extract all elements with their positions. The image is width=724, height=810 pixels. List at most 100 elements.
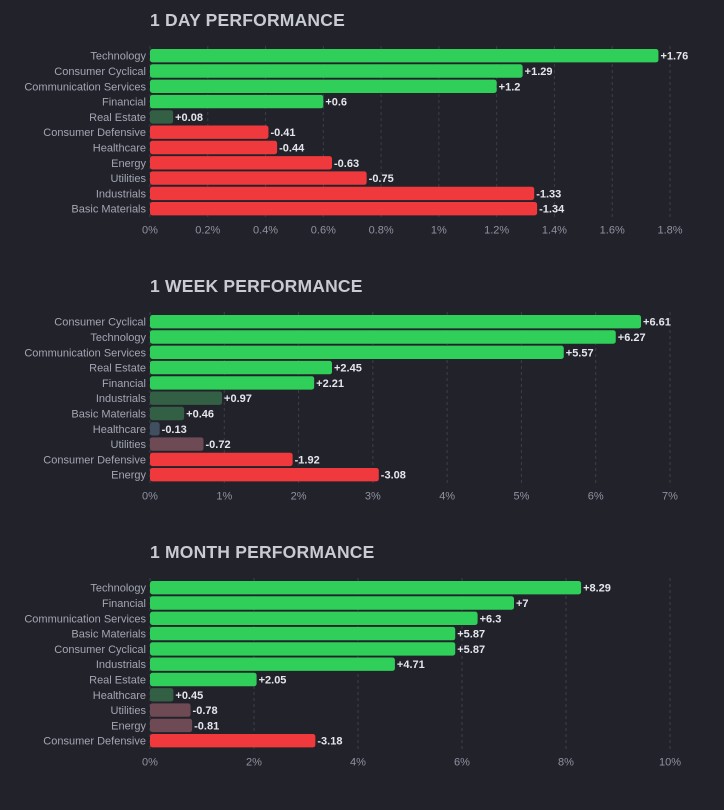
value-label: +7 — [516, 598, 529, 610]
value-label: -1.33 — [536, 188, 561, 200]
category-label: Energy — [111, 720, 146, 732]
x-tick-label: 4% — [439, 490, 455, 502]
category-label: Utilities — [111, 173, 147, 185]
category-label: Real Estate — [89, 363, 146, 375]
category-label: Consumer Defensive — [43, 127, 146, 139]
category-label: Basic Materials — [71, 409, 146, 421]
bar-chart-1-day: 0% 0.2% 0.4% 0.6% 0.8% 1% 1.2% 1.4% 1.6% 1.8% Tech… — [24, 46, 688, 236]
value-label: -0.13 — [162, 424, 187, 436]
x-tick-label: 10% — [659, 756, 681, 768]
value-label: +6.61 — [643, 317, 671, 329]
bar-consumer-defensive — [150, 125, 269, 139]
chart-title: 1 MONTH PERFORMANCE — [150, 542, 375, 562]
category-label: Industrials — [96, 393, 147, 405]
bar-chart-1-month: 0% 2% 4% 6% 8% 10% Technology +8.29 Financial +7 C… — [24, 578, 681, 768]
bar-communication-services — [150, 345, 564, 359]
value-label: +1.29 — [525, 66, 553, 78]
x-tick-label: 6% — [588, 490, 604, 502]
category-label: Utilities — [111, 439, 147, 451]
x-tick-label: 0.8% — [369, 224, 394, 236]
x-tick-label: 0.6% — [311, 224, 336, 236]
x-tick-label: 0% — [142, 756, 158, 768]
bar-industrials — [150, 391, 223, 405]
x-tick-label: 1.8% — [657, 224, 682, 236]
x-tick-label: 2% — [291, 490, 307, 502]
x-tick-label: 0.4% — [253, 224, 278, 236]
category-label: Healthcare — [93, 690, 146, 702]
value-label: -3.08 — [381, 470, 406, 482]
bar-basic-materials — [150, 202, 538, 216]
category-label: Technology — [90, 51, 146, 63]
value-label: +2.45 — [334, 363, 362, 375]
bar-technology — [150, 49, 659, 63]
value-label: -0.72 — [205, 439, 230, 451]
bar-financial — [150, 376, 315, 390]
category-label: Financial — [102, 97, 146, 109]
value-label: +2.05 — [259, 675, 287, 687]
x-tick-label: 6% — [454, 756, 470, 768]
x-tick-label: 0.2% — [195, 224, 220, 236]
category-label: Basic Materials — [71, 204, 146, 216]
value-label: -3.18 — [317, 736, 342, 748]
bar-energy — [150, 156, 332, 170]
value-label: +5.87 — [457, 629, 485, 641]
value-label: +0.08 — [175, 112, 203, 124]
value-label: +5.57 — [566, 347, 594, 359]
x-tick-label: 5% — [513, 490, 529, 502]
category-label: Energy — [111, 158, 146, 170]
bar-consumer-cyclical — [150, 64, 523, 78]
bar-financial — [150, 94, 324, 109]
category-label: Financial — [102, 378, 146, 390]
x-tick-label: 1.6% — [600, 224, 625, 236]
value-label: +0.6 — [325, 97, 347, 109]
bar-utilities — [150, 437, 204, 451]
bar-real-estate — [150, 672, 257, 687]
value-label: +4.71 — [397, 659, 425, 671]
bar-utilities — [150, 171, 367, 185]
bar-real-estate — [150, 360, 332, 375]
bar-basic-materials — [150, 626, 456, 641]
bar-basic-materials — [150, 406, 185, 421]
x-tick-label: 0% — [142, 224, 158, 236]
bar-healthcare — [150, 688, 174, 702]
bar-consumer-defensive — [150, 734, 316, 748]
x-tick-label: 7% — [662, 490, 678, 502]
x-tick-label: 4% — [350, 756, 366, 768]
value-label: +6.27 — [618, 332, 646, 344]
value-label: -0.41 — [270, 127, 295, 139]
category-label: Consumer Defensive — [43, 736, 146, 748]
bar-utilities — [150, 703, 191, 717]
x-tick-label: 1% — [216, 490, 232, 502]
value-label: +0.97 — [224, 393, 252, 405]
chart-title: 1 WEEK PERFORMANCE — [150, 276, 363, 296]
value-label: -0.75 — [369, 173, 394, 185]
category-label: Healthcare — [93, 143, 146, 155]
value-label: +0.45 — [175, 690, 203, 702]
bar-consumer-defensive — [150, 452, 293, 467]
category-label: Industrials — [96, 188, 147, 200]
value-label: +1.76 — [660, 51, 688, 63]
bar-technology — [150, 330, 616, 344]
category-label: Technology — [90, 332, 146, 344]
value-label: -1.92 — [295, 454, 320, 466]
category-label: Basic Materials — [71, 629, 146, 641]
bar-energy — [150, 468, 379, 482]
category-label: Consumer Defensive — [43, 454, 146, 466]
bar-financial — [150, 596, 514, 610]
bar-healthcare — [150, 140, 278, 155]
value-label: +6.3 — [480, 613, 502, 625]
x-tick-label: 1.2% — [484, 224, 509, 236]
category-label: Communication Services — [24, 613, 146, 625]
category-label: Consumer Cyclical — [54, 644, 146, 656]
value-label: -0.63 — [334, 158, 359, 170]
bar-energy — [150, 718, 193, 733]
bar-communication-services — [150, 611, 478, 625]
value-label: +2.21 — [316, 378, 344, 390]
category-label: Real Estate — [89, 112, 146, 124]
value-label: -0.78 — [193, 705, 218, 717]
x-tick-label: 2% — [246, 756, 262, 768]
category-label: Industrials — [96, 659, 147, 671]
bar-industrials — [150, 657, 395, 671]
category-label: Consumer Cyclical — [54, 317, 146, 329]
chart-title: 1 DAY PERFORMANCE — [150, 10, 345, 30]
